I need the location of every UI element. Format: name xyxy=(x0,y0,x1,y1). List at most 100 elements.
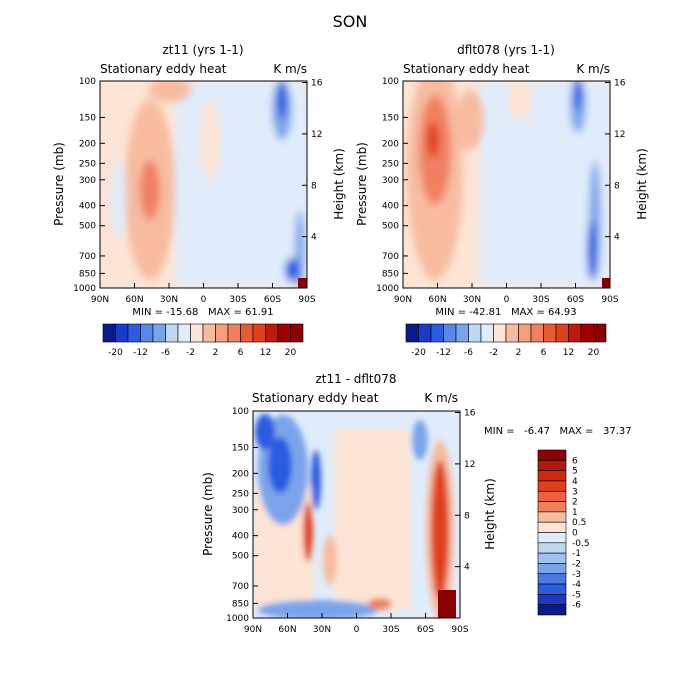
colorbar-label: 1 xyxy=(572,508,578,518)
y-tick-label: 300 xyxy=(79,176,96,186)
x-tick-label: 30S xyxy=(229,295,246,305)
y-tick-label: 200 xyxy=(232,469,249,479)
colorbar-box xyxy=(252,323,266,343)
y-tick-label: 850 xyxy=(382,269,399,279)
y-right-tick-label: 12 xyxy=(311,130,322,140)
colorbar-box xyxy=(543,323,557,343)
colorbar-box xyxy=(537,501,567,513)
colorbar-label: 2 xyxy=(516,348,522,358)
season-title: SON xyxy=(333,12,368,31)
colorbar-box xyxy=(537,604,567,616)
colorbar-box xyxy=(443,323,457,343)
colorbar-label: -6 xyxy=(161,348,170,358)
y-tick-label: 500 xyxy=(79,222,96,232)
colorbar-label: -5 xyxy=(572,590,581,600)
panel-diff: zt11 - dflt078 Stationary eddy heat K m/… xyxy=(201,372,632,635)
y-right-tick-label: 4 xyxy=(614,233,620,243)
colorbar-label: 0.5 xyxy=(572,518,586,528)
colorbar-box xyxy=(537,563,567,575)
y-right-tick-label: 4 xyxy=(311,233,317,243)
colorbar-label: 6 xyxy=(238,348,244,358)
y-axis-label: Pressure (mb) xyxy=(355,142,369,226)
colorbar-box xyxy=(240,323,254,343)
y-right-tick-label: 12 xyxy=(614,130,625,140)
y-right-tick-label: 16 xyxy=(311,79,323,89)
colorbar-box xyxy=(140,323,154,343)
y-tick-label: 250 xyxy=(382,159,399,169)
y-tick-label: 300 xyxy=(382,176,399,186)
y-axis-label: Pressure (mb) xyxy=(201,472,215,556)
y-right-tick-label: 16 xyxy=(614,79,626,89)
colorbar-label: 4 xyxy=(572,477,578,487)
colorbar-box xyxy=(537,542,567,554)
y-tick-label: 400 xyxy=(382,202,399,212)
colorbar-box xyxy=(493,323,507,343)
colorbar-box xyxy=(537,480,567,492)
x-tick-label: 90N xyxy=(91,295,109,305)
y-tick-label: 250 xyxy=(79,159,96,169)
x-tick-label: 60S xyxy=(567,295,584,305)
colorbar-box xyxy=(537,470,567,482)
y-tick-label: 700 xyxy=(79,252,96,262)
colorbar-label: -2 xyxy=(186,348,195,358)
x-tick-label: 0 xyxy=(201,295,207,305)
y-axis-label-right: Height (km) xyxy=(332,148,346,219)
colorbar-label: 20 xyxy=(285,348,297,358)
colorbar-box xyxy=(568,323,582,343)
colorbar-box xyxy=(290,323,304,343)
colorbar-box xyxy=(537,511,567,523)
colorbar-label: 2 xyxy=(213,348,219,358)
colorbar-label: -12 xyxy=(133,348,148,358)
panel-subtitle-left: Stationary eddy heat xyxy=(252,391,379,405)
x-tick-label: 60N xyxy=(428,295,446,305)
x-tick-label: 60S xyxy=(264,295,281,305)
colorbar-box xyxy=(555,323,569,343)
contour-field xyxy=(253,411,460,618)
min-max-stats: MIN = -15.68 MAX = 61.91 xyxy=(132,307,273,318)
x-tick-label: 30N xyxy=(160,295,178,305)
colorbar-box xyxy=(215,323,229,343)
x-tick-label: 30N xyxy=(463,295,481,305)
colorbar-box xyxy=(505,323,519,343)
min-max-stats: MIN = -42.81 MAX = 64.93 xyxy=(435,307,576,318)
colorbar-label: 5 xyxy=(572,467,578,477)
colorbar-label: -0.5 xyxy=(572,539,590,549)
panel-title: zt11 - dflt078 xyxy=(315,372,396,386)
y-tick-label: 1000 xyxy=(73,284,96,294)
colorbar-box xyxy=(277,323,291,343)
y-axis-label-right: Height (km) xyxy=(635,148,649,219)
y-tick-label: 1000 xyxy=(376,284,399,294)
panel-title: dflt078 (yrs 1-1) xyxy=(457,43,555,57)
colorbar-box xyxy=(537,449,567,461)
y-tick-label: 300 xyxy=(232,506,249,516)
colorbar-box xyxy=(430,323,444,343)
colorbar-label: -6 xyxy=(572,601,581,611)
y-tick-label: 100 xyxy=(382,77,399,87)
min-max-stats: MIN = -6.47 MAX = 37.37 xyxy=(484,426,632,437)
colorbar-box xyxy=(177,323,191,343)
colorbar-label: 2 xyxy=(572,498,578,508)
colorbar-label: -6 xyxy=(464,348,473,358)
y-tick-label: 500 xyxy=(382,222,399,232)
y-tick-label: 700 xyxy=(232,582,249,592)
x-tick-label: 90S xyxy=(601,295,618,305)
colorbar-label: 6 xyxy=(541,348,547,358)
colorbar-box xyxy=(537,573,567,585)
colorbar-box xyxy=(537,552,567,564)
y-tick-label: 1000 xyxy=(226,614,249,624)
colorbar-box xyxy=(537,490,567,502)
colorbar-box xyxy=(480,323,494,343)
x-tick-label: 90N xyxy=(244,625,262,635)
y-tick-label: 100 xyxy=(79,77,96,87)
y-tick-label: 150 xyxy=(382,113,399,123)
colorbar-box xyxy=(127,323,141,343)
colorbar-box xyxy=(530,323,544,343)
colorbar-label: 12 xyxy=(563,348,574,358)
y-right-tick-label: 8 xyxy=(311,181,317,191)
colorbar-box xyxy=(537,532,567,544)
y-right-tick-label: 12 xyxy=(464,460,475,470)
y-right-tick-label: 16 xyxy=(464,409,476,419)
x-tick-label: 90N xyxy=(394,295,412,305)
y-tick-label: 250 xyxy=(232,489,249,499)
